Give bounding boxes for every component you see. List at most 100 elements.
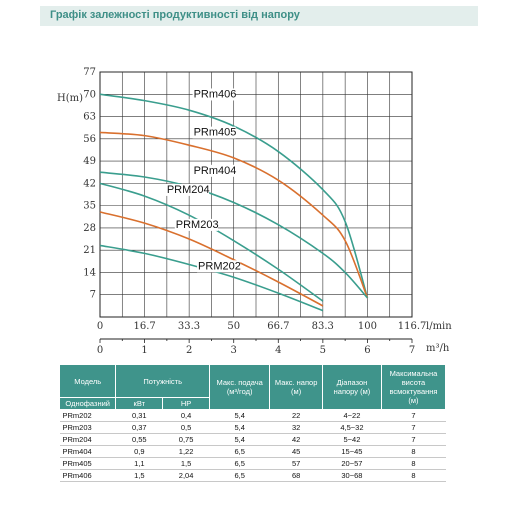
table-cell: 68 bbox=[269, 469, 323, 482]
series-label-bg bbox=[197, 260, 241, 273]
spec-table: Модель Потужність Макс. подача (м³/год) … bbox=[58, 364, 447, 482]
x-tick-label-m3h: 1 bbox=[141, 345, 147, 356]
table-cell: 1,5 bbox=[115, 469, 163, 482]
y-tick-label: 63 bbox=[83, 112, 96, 123]
x-tick-label-m3h: 7 bbox=[409, 345, 415, 356]
series-line-prm405 bbox=[99, 131, 369, 299]
table-row: PRm404 0,9 1,22 6,5 45 15~45 8 bbox=[59, 445, 446, 458]
table-cell: PRm405 bbox=[59, 457, 116, 470]
table-cell: 7 bbox=[381, 421, 446, 434]
series-label-bg bbox=[192, 164, 236, 177]
x-tick-label-lmin: 33.3 bbox=[178, 321, 200, 332]
series-label: PRm406 bbox=[194, 88, 237, 100]
table-row: PRm202 0,31 0,4 5,4 22 4~22 7 bbox=[59, 409, 446, 422]
title-bar: Графік залежності продуктивності від нап… bbox=[40, 6, 478, 26]
table-cell: 5,4 bbox=[209, 433, 270, 446]
series-line-prm203 bbox=[99, 211, 324, 307]
spec-table-body: PRm202 0,31 0,4 5,4 22 4~22 7 PRm203 0,37 0,5 5,4 3… bbox=[59, 409, 446, 482]
table-cell: 0,37 bbox=[115, 421, 163, 434]
page-title: Графік залежності продуктивності від нап… bbox=[50, 9, 300, 21]
table-cell: 45 bbox=[269, 445, 323, 458]
x-tick-label-m3h: 4 bbox=[275, 345, 281, 356]
table-cell: PRm406 bbox=[59, 469, 116, 482]
series-line-prm406 bbox=[99, 93, 369, 299]
table-cell: 6,5 bbox=[209, 445, 270, 458]
x-axis-label-lmin: l/min bbox=[426, 321, 452, 332]
x-tick-label-m3h: 3 bbox=[231, 345, 237, 356]
table-cell: 7 bbox=[381, 433, 446, 446]
table-cell: 6,5 bbox=[209, 469, 270, 482]
table-cell: 4,5~32 bbox=[322, 421, 382, 434]
col-hp: HP bbox=[162, 397, 211, 410]
table-cell: 4~22 bbox=[322, 409, 382, 422]
table-cell: 7 bbox=[381, 409, 446, 422]
y-tick-label: 21 bbox=[83, 245, 96, 256]
series-label: PRM202 bbox=[198, 260, 241, 272]
table-cell: PRm204 bbox=[59, 433, 116, 446]
table-cell: 20~57 bbox=[322, 457, 382, 470]
col-suction: Максимальна висота всмоктування (м) bbox=[380, 364, 447, 410]
col-phase: Однофазний bbox=[58, 397, 117, 410]
x-tick-label-lmin: 50 bbox=[227, 321, 240, 332]
y-tick-label: 28 bbox=[83, 223, 96, 234]
table-cell: 0,75 bbox=[162, 433, 210, 446]
y-tick-label: 56 bbox=[83, 134, 96, 145]
x-tick-label-m3h: 0 bbox=[97, 345, 103, 356]
table-cell: 0,9 bbox=[115, 445, 163, 458]
series-label: PRm404 bbox=[194, 165, 237, 177]
table-cell: 22 bbox=[269, 409, 323, 422]
series-label-bg bbox=[192, 126, 236, 139]
table-cell: 0,5 bbox=[162, 421, 210, 434]
x-tick-label-m3h: 2 bbox=[186, 345, 192, 356]
x-tick-label-lmin: 0 bbox=[97, 321, 103, 332]
x-tick-label-lmin: 116.7 bbox=[398, 321, 427, 332]
series-label-bg bbox=[192, 88, 236, 101]
table-cell: 8 bbox=[381, 445, 446, 458]
table-cell: 8 bbox=[381, 457, 446, 470]
x-axis-label-m3h: m³/h bbox=[426, 343, 450, 354]
y-axis-label: H(m) bbox=[57, 93, 83, 104]
col-max-flow: Макс. подача (м³/год) bbox=[209, 364, 271, 410]
y-tick-label: 42 bbox=[83, 178, 96, 189]
col-kw: кВт bbox=[115, 397, 164, 410]
table-cell: 30~68 bbox=[322, 469, 382, 482]
table-cell: 1,22 bbox=[162, 445, 210, 458]
y-tick-label: 14 bbox=[83, 267, 96, 278]
table-row: PRm203 0,37 0,5 5,4 32 4,5~32 7 bbox=[59, 421, 446, 434]
table-row: PRm405 1,1 1,5 6,5 57 20~57 8 bbox=[59, 457, 446, 470]
table-cell: PRm202 bbox=[59, 409, 116, 422]
table-cell: PRm404 bbox=[59, 445, 116, 458]
y-tick-label: 77 bbox=[83, 67, 96, 78]
table-cell: 42 bbox=[269, 433, 323, 446]
table-cell: 5,4 bbox=[209, 409, 270, 422]
table-cell: 8 bbox=[381, 469, 446, 482]
x-tick-label-lmin: 83.3 bbox=[312, 321, 334, 332]
y-tick-label: 7 bbox=[90, 290, 96, 301]
table-cell: 0,55 bbox=[115, 433, 163, 446]
y-tick-label: 35 bbox=[83, 201, 96, 212]
col-range: Діапазон напору (м) bbox=[321, 364, 382, 410]
x-tick-label-m3h: 6 bbox=[364, 345, 370, 356]
x-tick-label-lmin: 16.7 bbox=[134, 321, 156, 332]
y-tick-label: 70 bbox=[83, 89, 96, 100]
table-cell: 1,5 bbox=[162, 457, 210, 470]
x-tick-label-lmin: 100 bbox=[358, 321, 377, 332]
table-cell: 2,04 bbox=[162, 469, 210, 482]
col-power: Потужність bbox=[115, 364, 211, 398]
table-cell: 0,31 bbox=[115, 409, 163, 422]
series-line-prm404 bbox=[99, 171, 369, 299]
col-max-head: Макс. напор (м) bbox=[269, 364, 323, 410]
x-tick-label-lmin: 66.7 bbox=[267, 321, 289, 332]
series-label: PRm405 bbox=[194, 127, 237, 139]
table-row: PRm406 1,5 2,04 6,5 68 30~68 8 bbox=[59, 469, 446, 482]
series-label-bg bbox=[174, 218, 218, 231]
series-label: PRM203 bbox=[176, 219, 219, 231]
table-cell: 1,1 bbox=[115, 457, 163, 470]
table-cell: 5~42 bbox=[322, 433, 382, 446]
table-cell: PRm203 bbox=[59, 421, 116, 434]
table-cell: 5,4 bbox=[209, 421, 270, 434]
table-cell: 6,5 bbox=[209, 457, 270, 470]
table-cell: 32 bbox=[269, 421, 323, 434]
table-cell: 0,4 bbox=[162, 409, 210, 422]
